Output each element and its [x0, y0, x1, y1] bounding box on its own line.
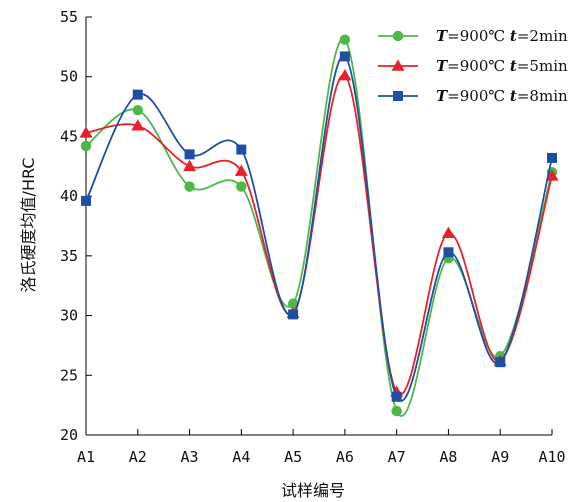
x-tick-label: A9: [491, 448, 509, 466]
legend-marker: [393, 91, 403, 101]
y-tick-label: 55: [60, 8, 78, 26]
x-tick-label: A10: [538, 448, 565, 466]
data-point: [132, 104, 143, 116]
legend-variable: t: [510, 87, 517, 105]
data-point: [132, 89, 143, 100]
legend-label: T=900℃ t=5min: [436, 57, 568, 75]
axes: 20 25 30 35 40 45 50 55 A1 A2 A3 A4 A5 A6 A7 A8 A9 A10: [60, 8, 566, 466]
legend-label: T=900℃ t=8min: [436, 87, 568, 105]
y-tick-label: 40: [60, 187, 78, 205]
x-tick-label: A8: [439, 448, 457, 466]
legend-marker: [391, 59, 405, 71]
x-tick-label: A5: [284, 448, 302, 466]
data-point: [288, 309, 299, 320]
x-tick-label: A4: [232, 448, 250, 466]
data-point: [80, 140, 92, 152]
data-point: [547, 152, 557, 163]
data-point: [339, 51, 350, 62]
x-tick-label: A1: [77, 448, 95, 466]
x-tick-label: A2: [129, 448, 147, 466]
legend-value: =900℃: [447, 27, 510, 45]
series-line: [85, 74, 553, 396]
series-line: [85, 55, 553, 402]
data-point: [184, 181, 195, 192]
data-point: [131, 119, 145, 131]
data-point: [79, 126, 93, 138]
data-point: [339, 34, 351, 45]
data-point: [234, 164, 248, 176]
data-point: [391, 391, 402, 402]
data-point: [338, 69, 352, 81]
y-tick-label: 35: [60, 247, 78, 265]
legend-variable: T: [436, 57, 449, 75]
x-tick-label: A6: [336, 448, 354, 466]
legend-variable: t: [510, 57, 517, 75]
legend-item-2: T=900℃ t=5min: [378, 57, 568, 75]
legend-variable: T: [436, 87, 449, 105]
legend-item-1: T=900℃ t=2min: [378, 27, 568, 45]
data-point: [184, 149, 195, 160]
legend-value: =2min: [517, 27, 568, 45]
data-point: [443, 247, 454, 258]
legend-value: =900℃: [447, 87, 510, 105]
data-point: [236, 144, 247, 155]
data-point: [441, 226, 455, 238]
legend-variable: t: [510, 27, 517, 45]
y-tick-label: 20: [60, 426, 78, 444]
data-point: [81, 195, 91, 206]
x-tick-label: A3: [181, 448, 199, 466]
data-point: [287, 298, 299, 309]
legend-value: =5min: [517, 57, 568, 75]
legend-value: =8min: [517, 87, 568, 105]
legend-value: =900℃: [447, 57, 510, 75]
series-group: [79, 34, 559, 417]
x-tick-label: A7: [388, 448, 406, 466]
data-point: [545, 169, 559, 181]
data-point: [183, 159, 197, 172]
y-tick-label: 45: [60, 127, 78, 145]
data-point: [495, 357, 506, 368]
y-tick-label: 50: [60, 68, 78, 86]
legend-label: T=900℃ t=2min: [436, 27, 568, 45]
data-point: [236, 181, 247, 192]
legend-marker: [392, 30, 404, 42]
series-3: [81, 51, 557, 402]
data-point: [391, 405, 402, 417]
y-axis-title: 洛氏硬度均值/HRC: [19, 158, 38, 293]
y-tick-label: 25: [60, 366, 78, 384]
y-tick-label: 30: [60, 307, 78, 325]
legend-item-3: T=900℃ t=8min: [378, 87, 568, 105]
x-axis-title: 试样编号: [281, 481, 345, 500]
legend-variable: T: [436, 27, 449, 45]
